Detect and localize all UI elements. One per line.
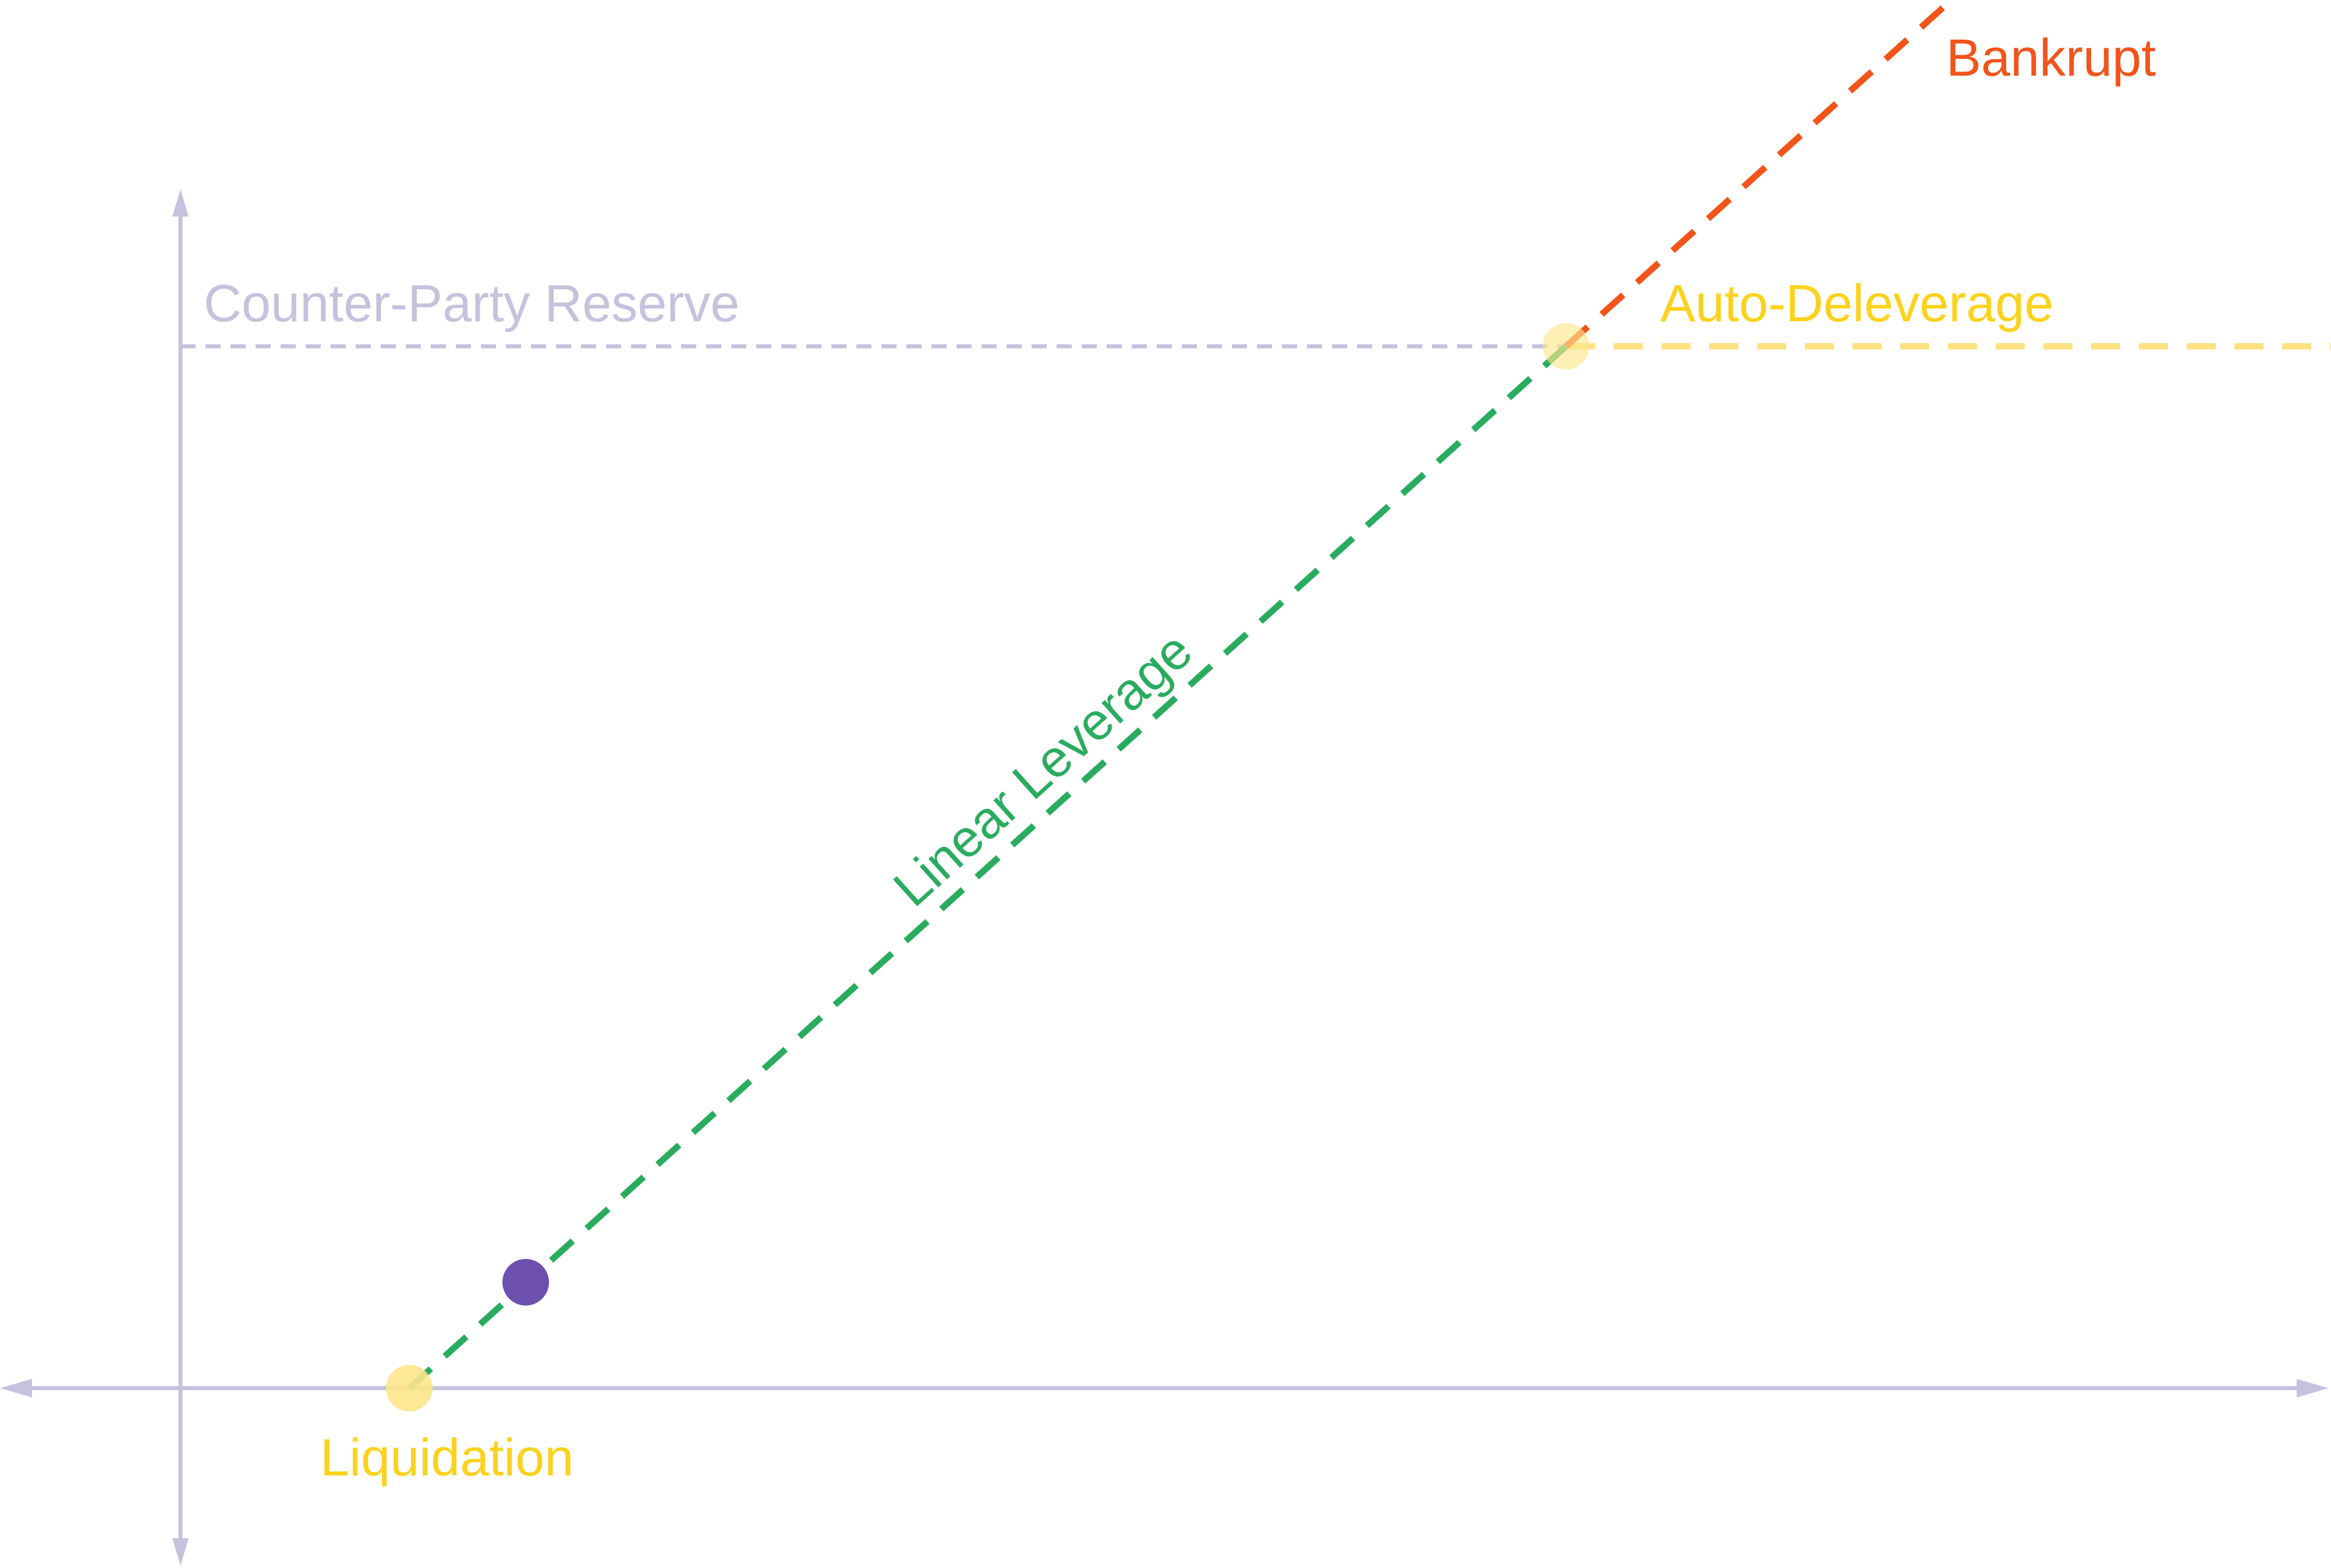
liquidation-marker xyxy=(386,1365,433,1411)
x-axis-arrow-right xyxy=(2297,1379,2329,1397)
linear-leverage-label: Linear Leverage xyxy=(883,621,1203,918)
current-position-marker xyxy=(502,1259,549,1306)
auto-deleverage-marker xyxy=(1543,323,1589,370)
bankrupt-label: Bankrupt xyxy=(1946,29,2156,87)
linear-leverage-line xyxy=(407,343,1568,1391)
liquidation-label: Liquidation xyxy=(320,1429,573,1487)
x-axis-arrow-left xyxy=(0,1379,32,1397)
y-axis-arrow-down xyxy=(172,1538,189,1566)
bankrupt-line xyxy=(1564,0,1954,349)
y-axis-arrow-up xyxy=(172,189,189,217)
auto-deleverage-label: Auto-Deleverage xyxy=(1660,275,2053,333)
counter-party-reserve-label: Counter-Party Reserve xyxy=(204,275,739,333)
axes xyxy=(0,189,2329,1566)
